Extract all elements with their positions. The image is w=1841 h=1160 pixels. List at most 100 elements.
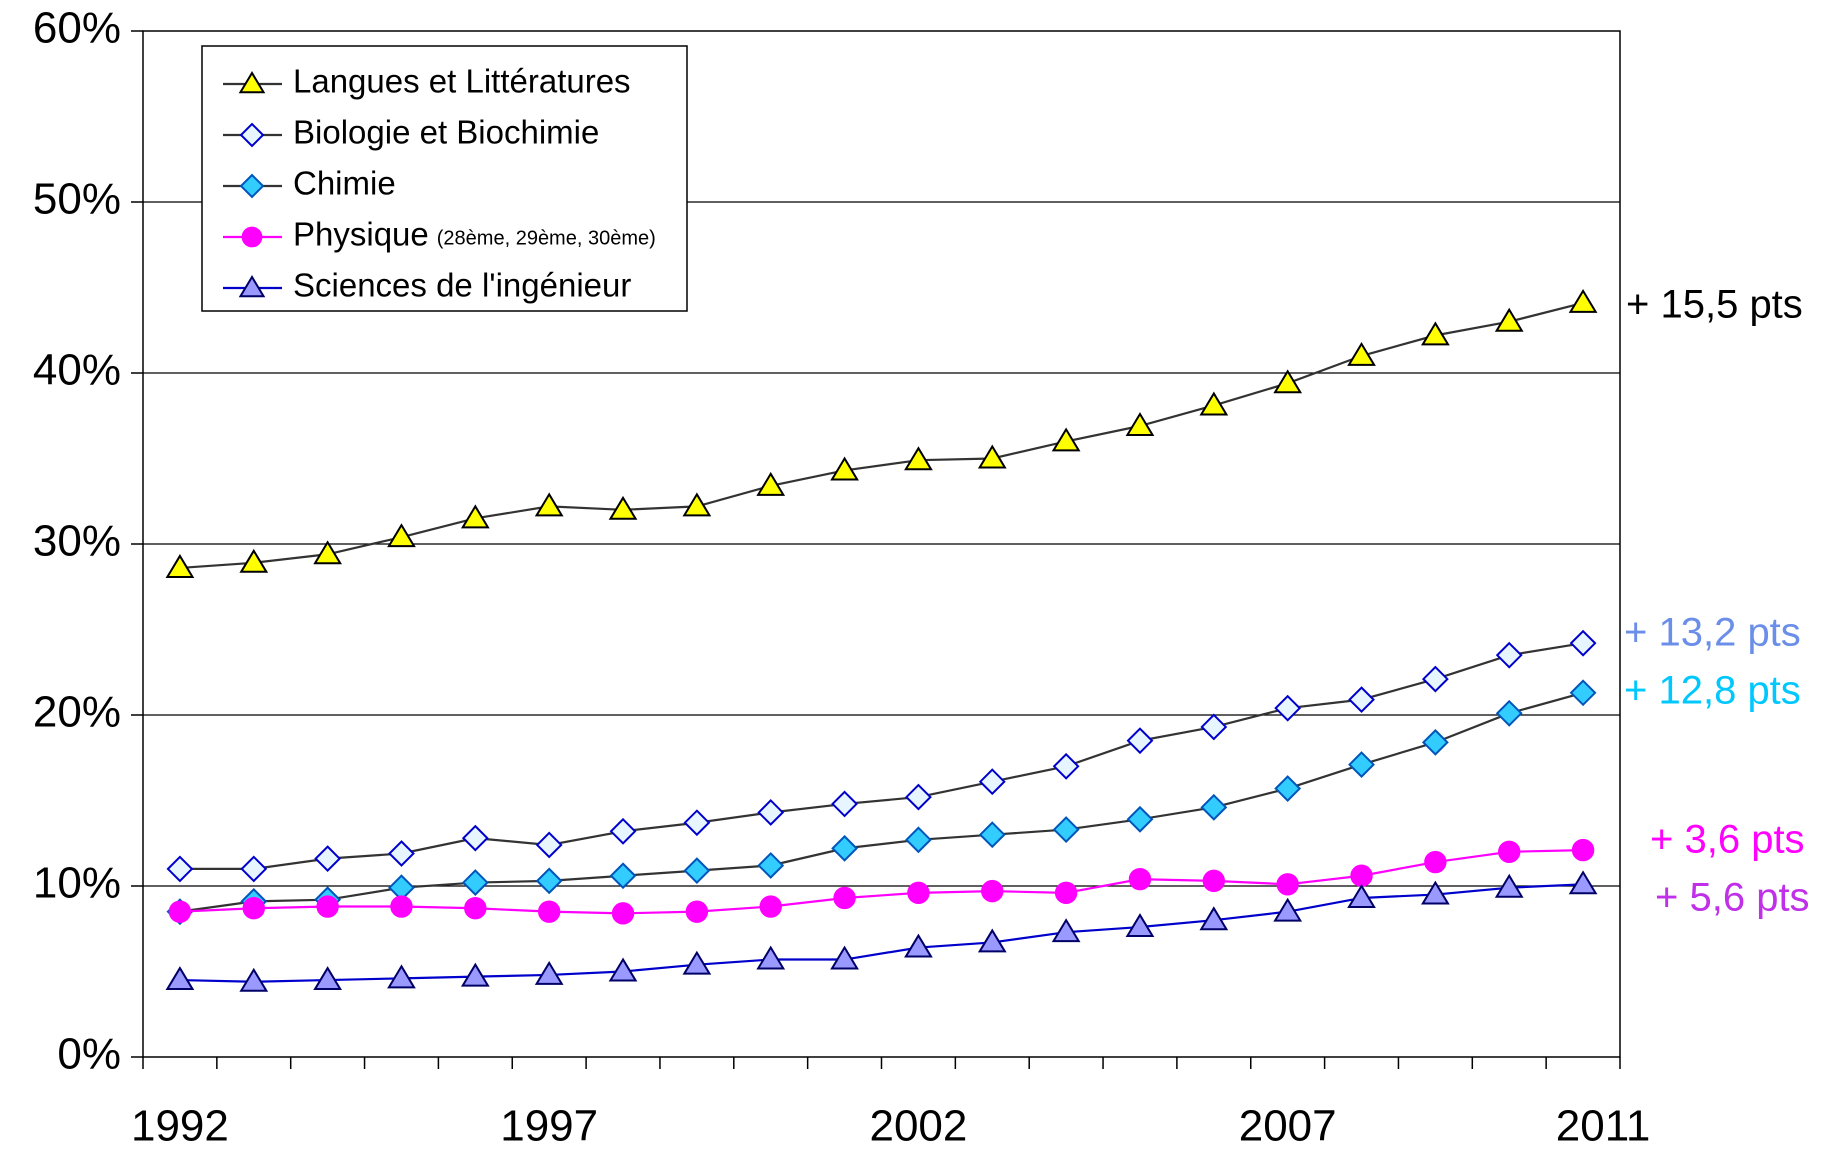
marker (461, 824, 489, 852)
annotation: + 13,2 pts (1624, 611, 1801, 655)
marker (981, 879, 1004, 903)
marker (1498, 840, 1521, 863)
marker (1494, 873, 1524, 898)
marker (1273, 369, 1303, 394)
marker (759, 895, 782, 918)
marker (1348, 751, 1375, 779)
marker (611, 902, 635, 925)
marker (241, 226, 263, 248)
x-tick-label: 2007 (1239, 1102, 1337, 1151)
marker (240, 855, 268, 883)
annotation: + 3,6 pts (1650, 818, 1805, 862)
marker (242, 897, 265, 920)
marker (313, 966, 342, 991)
marker (1276, 873, 1299, 896)
marker (1421, 665, 1449, 693)
marker (904, 446, 933, 471)
marker (1569, 629, 1597, 657)
marker (316, 895, 339, 918)
marker (831, 834, 858, 862)
legend-label: Physique (293, 216, 429, 253)
marker (388, 840, 415, 867)
marker (1424, 850, 1447, 874)
series (168, 838, 1595, 925)
marker (831, 790, 858, 818)
marker (460, 504, 490, 529)
x-tick-label: 2002 (869, 1102, 967, 1151)
marker (1348, 686, 1375, 714)
series-line (179, 642, 1584, 870)
marker (238, 71, 266, 94)
marker (1421, 880, 1450, 905)
marker (165, 553, 195, 578)
marker (756, 471, 786, 496)
y-tick-label: 30% (33, 517, 121, 566)
series (165, 288, 1598, 578)
y-tick-label: 10% (33, 859, 121, 908)
marker (165, 966, 195, 991)
marker (907, 881, 930, 905)
marker (1054, 881, 1078, 905)
legend-label: Langues et Littératures (293, 63, 631, 100)
marker (608, 495, 638, 520)
marker (1126, 727, 1154, 755)
marker (535, 831, 563, 859)
marker (534, 960, 564, 985)
marker (1569, 679, 1597, 707)
legend-label: Biologie et Biochimie (293, 114, 599, 151)
marker (1052, 816, 1080, 843)
series-line (179, 301, 1584, 570)
marker (1350, 864, 1373, 887)
x-tick-label: 1997 (500, 1102, 598, 1151)
marker (978, 768, 1006, 796)
marker (239, 967, 269, 992)
series (165, 870, 1598, 992)
marker (685, 900, 709, 923)
marker (977, 928, 1007, 953)
marker (1274, 694, 1302, 722)
marker (464, 897, 487, 920)
marker (1125, 412, 1155, 437)
marker (460, 962, 490, 987)
marker (387, 523, 416, 548)
marker (1200, 713, 1228, 741)
marker (683, 857, 711, 885)
series-line (179, 883, 1584, 983)
marker (757, 852, 785, 879)
legend-label: Chimie (293, 165, 396, 202)
marker (1051, 427, 1081, 452)
annotation: + 15,5 pts (1626, 283, 1803, 327)
marker (609, 817, 637, 845)
marker (683, 809, 711, 837)
marker (1495, 699, 1523, 727)
marker (1199, 391, 1229, 416)
marker (1200, 793, 1228, 821)
marker (537, 900, 561, 923)
marker (608, 957, 638, 982)
marker (1421, 728, 1449, 756)
marker (535, 867, 563, 895)
marker (239, 122, 265, 148)
y-tick-label: 0% (57, 1030, 121, 1079)
marker (1421, 321, 1450, 346)
marker (314, 845, 342, 873)
marker (1495, 641, 1523, 669)
marker (1347, 884, 1376, 908)
legend-box (201, 45, 688, 312)
marker (756, 945, 786, 970)
marker (1202, 869, 1226, 893)
marker (1347, 341, 1376, 366)
marker (833, 886, 856, 910)
marker (166, 855, 194, 883)
marker (1128, 867, 1152, 891)
marker (1568, 288, 1598, 313)
x-tick-label: 2011 (1556, 1102, 1651, 1151)
x-tick-label: 1992 (131, 1102, 229, 1151)
marker (387, 964, 416, 989)
legend-note: (28ème, 29ème, 30ème) (437, 227, 656, 249)
marker (239, 173, 265, 199)
marker (978, 821, 1006, 849)
marker (461, 869, 489, 896)
marker (1274, 775, 1302, 802)
